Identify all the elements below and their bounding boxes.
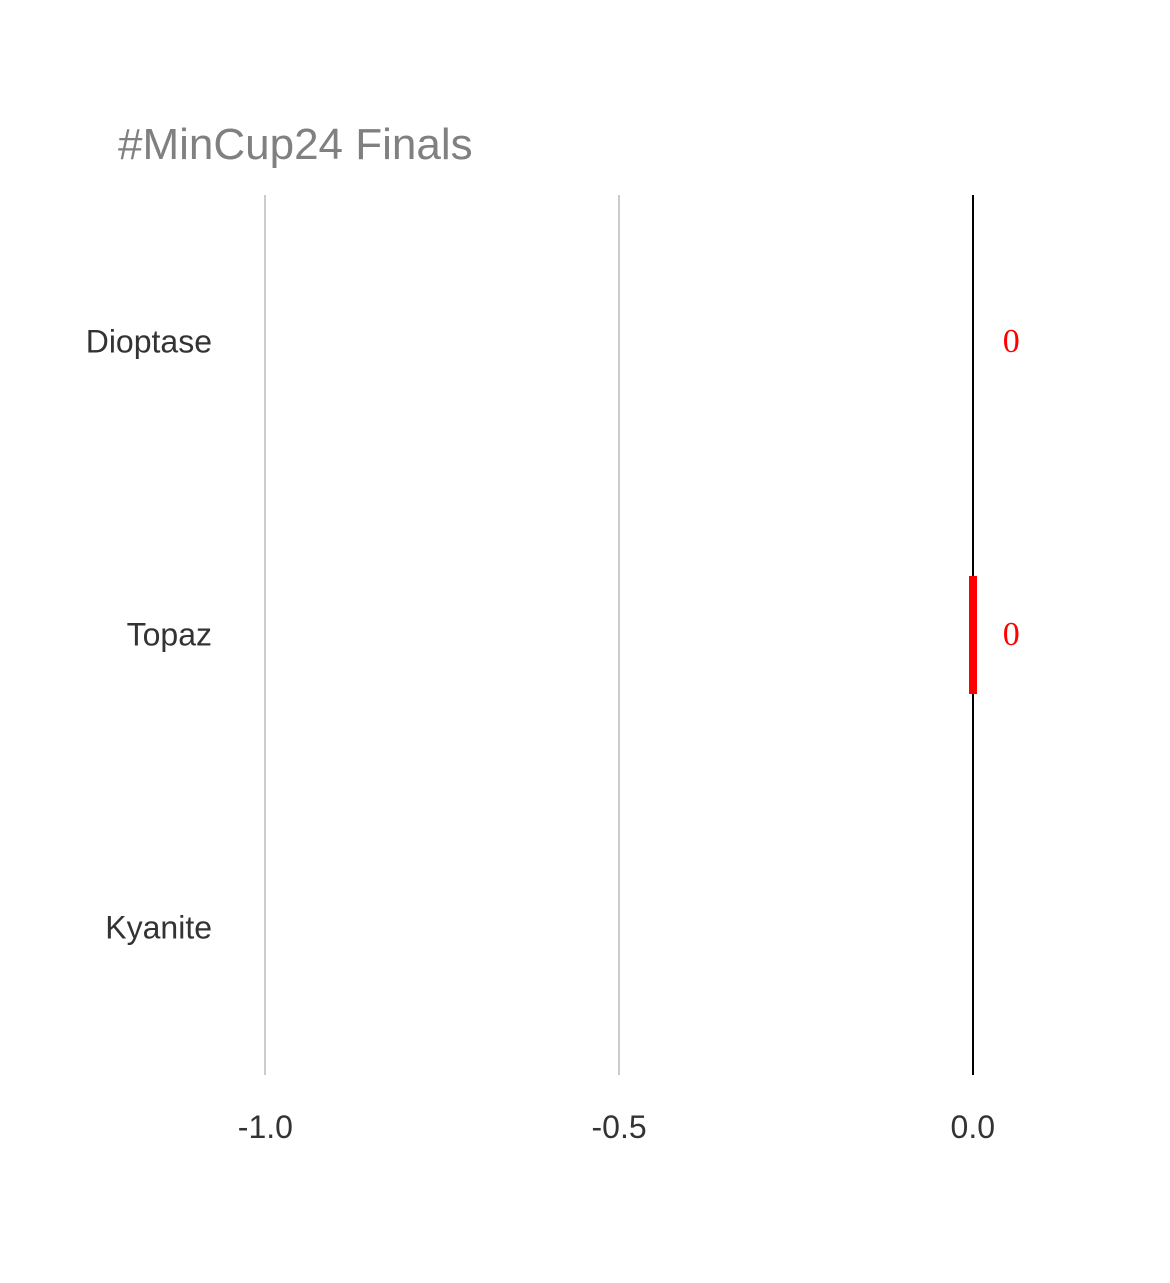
gridline — [264, 195, 266, 1075]
plot-area: -1.0-0.50.0KyaniteTopazDioptase00 — [230, 195, 1040, 1075]
y-tick-label: Topaz — [127, 617, 212, 654]
x-tick-label: -0.5 — [592, 1109, 647, 1146]
y-tick-label: Dioptase — [86, 323, 212, 360]
chart-container: #MinCup24 Finals -1.0 -0.5 0.0 Kyanite Topaz… — [0, 0, 1170, 1283]
value-label: 0 — [1003, 616, 1020, 654]
gridline — [618, 195, 620, 1075]
value-label: 0 — [1003, 323, 1020, 361]
bar — [969, 576, 977, 693]
x-tick-label: 0.0 — [951, 1109, 995, 1146]
chart-title: #MinCup24 Finals — [118, 120, 473, 170]
x-tick-label: -1.0 — [238, 1109, 293, 1146]
y-tick-label: Kyanite — [105, 910, 212, 947]
